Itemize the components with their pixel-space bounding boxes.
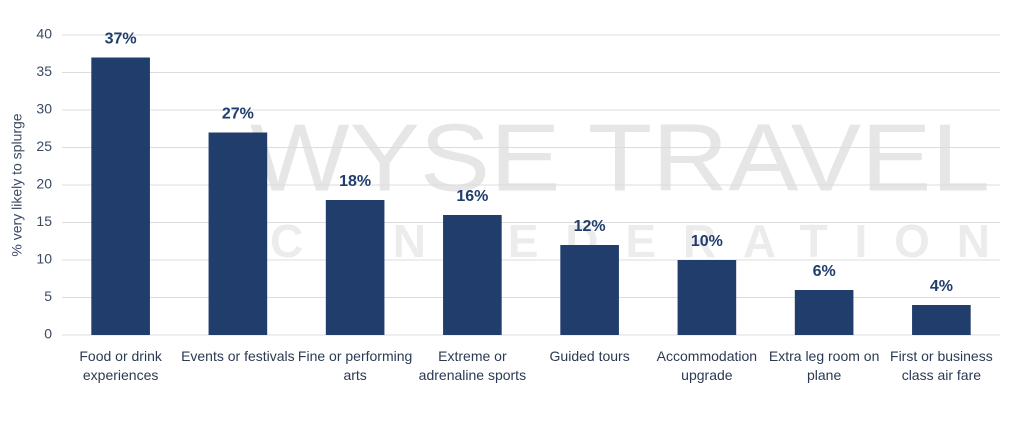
x-tick-label: Extreme or adrenaline sports (418, 348, 527, 383)
x-tick-label: Accommodation upgrade (656, 348, 758, 383)
bar (677, 260, 737, 335)
y-axis-label: % very likely to splurge (9, 113, 25, 256)
x-tick-label: Fine or performing arts (297, 348, 413, 383)
watermark: WYSE TRAVEL (250, 104, 990, 211)
value-label: 4% (930, 278, 953, 295)
bar (912, 305, 971, 335)
y-tick-label: 10 (36, 251, 52, 267)
bar (91, 57, 150, 335)
y-tick-label: 35 (36, 63, 52, 79)
y-tick-label: 40 (36, 26, 52, 42)
value-label: 18% (339, 173, 371, 190)
value-label: 37% (105, 31, 137, 48)
value-label: 12% (574, 218, 606, 235)
bar (794, 290, 854, 335)
y-tick-label: 0 (44, 326, 52, 342)
y-tick-label: 25 (36, 138, 52, 154)
value-label: 27% (222, 106, 254, 123)
x-tick-label: First or business class air fare (890, 348, 993, 383)
y-tick-label: 20 (36, 176, 52, 192)
x-tick-label: Extra leg room on plane (768, 348, 880, 383)
y-tick-label: 30 (36, 101, 52, 117)
bar (443, 215, 502, 335)
bar (208, 132, 268, 335)
value-label: 6% (813, 263, 836, 280)
bar (560, 245, 619, 335)
value-label: 10% (691, 233, 723, 250)
x-tick-label: Guided tours (549, 348, 630, 364)
y-tick-label: 15 (36, 213, 52, 229)
bar (325, 200, 385, 335)
x-tick-label: Events or festivals (181, 348, 295, 364)
y-tick-label: 5 (44, 288, 52, 304)
x-tick-label: Food or drink experiences (79, 348, 162, 383)
value-label: 16% (456, 188, 488, 205)
